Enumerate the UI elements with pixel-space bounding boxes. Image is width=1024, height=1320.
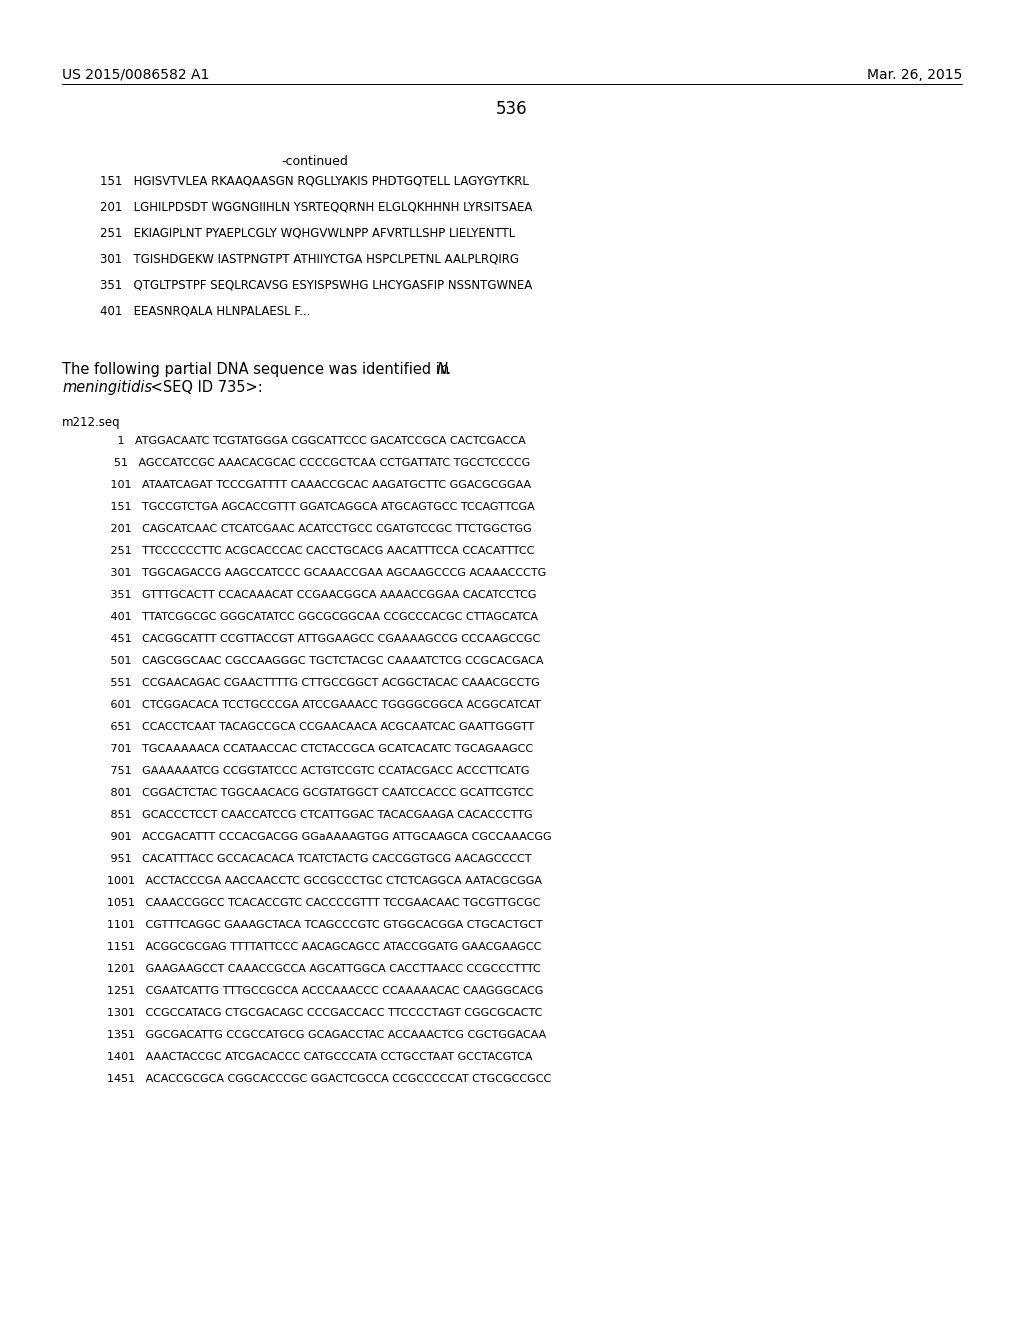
Text: 401   TTATCGGCGC GGGCATATCC GGCGCGGCAA CCGCCCACGC CTTAGCATCA: 401 TTATCGGCGC GGGCATATCC GGCGCGGCAA CCG… [100,612,538,622]
Text: 536: 536 [497,100,527,117]
Text: 51   AGCCATCCGC AAACACGCAC CCCCGCTCAA CCTGATTATC TGCCTCCCCG: 51 AGCCATCCGC AAACACGCAC CCCCGCTCAA CCTG… [100,458,530,469]
Text: Mar. 26, 2015: Mar. 26, 2015 [866,69,962,82]
Text: 401   EEASNRQALA HLNPALAESL F...: 401 EEASNRQALA HLNPALAESL F... [100,304,310,317]
Text: 701   TGCAAAAACA CCATAACCAC CTCTACCGCA GCATCACATC TGCAGAAGCC: 701 TGCAAAAACA CCATAACCAC CTCTACCGCA GCA… [100,744,534,754]
Text: 551   CCGAACAGAC CGAACTTTTG CTTGCCGGCT ACGGCTACAC CAAACGCCTG: 551 CCGAACAGAC CGAACTTTTG CTTGCCGGCT ACG… [100,678,540,688]
Text: m212.seq: m212.seq [62,416,121,429]
Text: 901   ACCGACATTT CCCACGACGG GGaAAAAGTGG ATTGCAAGCA CGCCAAACGG: 901 ACCGACATTT CCCACGACGG GGaAAAAGTGG AT… [100,832,552,842]
Text: 251   TTCCCCCCTTC ACGCACCCAC CACCTGCACG AACATTTCCA CCACATTTCC: 251 TTCCCCCCTTC ACGCACCCAC CACCTGCACG AA… [100,546,535,556]
Text: 1251   CGAATCATTG TTTGCCGCCA ACCCAAACCC CCAAAAACAC CAAGGGCACG: 1251 CGAATCATTG TTTGCCGCCA ACCCAAACCC CC… [100,986,544,997]
Text: 1   ATGGACAATC TCGTATGGGA CGGCATTCCC GACATCCGCA CACTCGACCA: 1 ATGGACAATC TCGTATGGGA CGGCATTCCC GACAT… [100,436,525,446]
Text: 1151   ACGGCGCGAG TTTTATTCCC AACAGCAGCC ATACCGGATG GAACGAAGCC: 1151 ACGGCGCGAG TTTTATTCCC AACAGCAGCC AT… [100,942,542,952]
Text: -continued: -continued [282,154,348,168]
Text: 751   GAAAAAATCG CCGGTATCCC ACTGTCCGTC CCATACGACC ACCCTTCATG: 751 GAAAAAATCG CCGGTATCCC ACTGTCCGTC CCA… [100,766,529,776]
Text: 251   EKIAGIPLNT PYAEPLCGLY WQHGVWLNPP AFVRTLLSHP LIELYENTTL: 251 EKIAGIPLNT PYAEPLCGLY WQHGVWLNPP AFV… [100,226,515,239]
Text: 151   TGCCGTCTGA AGCACCGTTT GGATCAGGCA ATGCAGTGCC TCCAGTTCGA: 151 TGCCGTCTGA AGCACCGTTT GGATCAGGCA ATG… [100,502,535,512]
Text: US 2015/0086582 A1: US 2015/0086582 A1 [62,69,209,82]
Text: meningitidis: meningitidis [62,380,153,395]
Text: 801   CGGACTCTAC TGGCAACACG GCGTATGGCT CAATCCACCC GCATTCGTCC: 801 CGGACTCTAC TGGCAACACG GCGTATGGCT CAA… [100,788,534,799]
Text: 1001   ACCTACCCGA AACCAACCTC GCCGCCCTGC CTCTCAGGCA AATACGCGGA: 1001 ACCTACCCGA AACCAACCTC GCCGCCCTGC CT… [100,876,542,886]
Text: 601   CTCGGACACA TCCTGCCCGA ATCCGAAACC TGGGGCGGCA ACGGCATCAT: 601 CTCGGACACA TCCTGCCCGA ATCCGAAACC TGG… [100,700,541,710]
Text: 501   CAGCGGCAAC CGCCAAGGGC TGCTCTACGC CAAAATCTCG CCGCACGACA: 501 CAGCGGCAAC CGCCAAGGGC TGCTCTACGC CAA… [100,656,544,667]
Text: The following partial DNA sequence was identified in: The following partial DNA sequence was i… [62,362,454,378]
Text: 151   HGISVTVLEA RKAAQAASGN RQGLLYAKIS PHDTGQTELL LAGYGYTKRL: 151 HGISVTVLEA RKAAQAASGN RQGLLYAKIS PHD… [100,174,528,187]
Text: 351   QTGLTPSTPF SEQLRCAVSG ESYISPSWHG LHCYGASFIP NSSNTGWNEA: 351 QTGLTPSTPF SEQLRCAVSG ESYISPSWHG LHC… [100,279,532,290]
Text: 1301   CCGCCATACG CTGCGACAGC CCCGACCACC TTCCCCТAGT CGGCGCACTC: 1301 CCGCCATACG CTGCGACAGC CCCGACCACC TT… [100,1008,543,1018]
Text: 1201   GAAGAAGCCT CAAACCGCCA AGCATTGGCA CACCTTAACC CCGCCCTTTC: 1201 GAAGAAGCCT CAAACCGCCA AGCATTGGCA CA… [100,964,541,974]
Text: <SEQ ID 735>:: <SEQ ID 735>: [146,380,263,395]
Text: 651   CCACCTCAAT TACAGCCGCA CCGAACAACA ACGCAATCAC GAATTGGGTT: 651 CCACCTCAAT TACAGCCGCA CCGAACAACA ACG… [100,722,535,733]
Text: N.: N. [437,362,453,378]
Text: 1351   GGCGACATTG CCGCCATGCG GCAGACCTAC ACCAAACTCG CGCTGGACAA: 1351 GGCGACATTG CCGCCATGCG GCAGACCTAC AC… [100,1030,546,1040]
Text: 1101   CGTTTCAGGC GAAAGCTACA TCAGCCCGTC GTGGCACGGA CTGCACTGCT: 1101 CGTTTCAGGC GAAAGCTACA TCAGCCCGTC GT… [100,920,543,931]
Text: 451   CACGGCATTT CCGTTACCGT ATTGGAAGCC CGAAAAGCCG CCCAAGCCGC: 451 CACGGCATTT CCGTTACCGT ATTGGAAGCC CGA… [100,634,541,644]
Text: 1401   AAACTACCGC ATCGACACCC CATGCCCATA CCTGCCTAAT GCCTACGTCA: 1401 AAACTACCGC ATCGACACCC CATGCCCATA CC… [100,1052,532,1063]
Text: 201   CAGCATCAAC CTCATCGAAC ACATCCTGCC CGATGTCCGC TTCTGGCTGG: 201 CAGCATCAAC CTCATCGAAC ACATCCTGCC CGA… [100,524,531,535]
Text: 1051   CAAACCGGCC TCACACCGTC CACCCCGTTT TCCGAACAAC TGCGTTGCGC: 1051 CAAACCGGCC TCACACCGTC CACCCCGTTT TC… [100,898,541,908]
Text: 851   GCACCCTCCT CAACCATCCG CTCATTGGAC TACACGAAGA CACACCCTTG: 851 GCACCCTCCT CAACCATCCG CTCATTGGAC TAC… [100,810,532,820]
Text: 301   TGGCAGACCG AAGCCATCCC GCAAACCGAA AGCAAGCCCG ACAAACCCTG: 301 TGGCAGACCG AAGCCATCCC GCAAACCGAA AGC… [100,568,546,578]
Text: 101   ATAATCAGAT TCCCGATTTT CAAACCGCAC AAGATGCTTC GGACGCGGAA: 101 ATAATCAGAT TCCCGATTTT CAAACCGCAC AAG… [100,480,531,490]
Text: 201   LGHILPDSDT WGGNGIIHLN YSRTEQQRNH ELGLQKHHNH LYRSITSAEA: 201 LGHILPDSDT WGGNGIIHLN YSRTEQQRNH ELG… [100,201,532,213]
Text: 951   CACATTTACC GCCACACACA TCATCTACTG CACCGGTGCG AACAGCCCCT: 951 CACATTTACC GCCACACACA TCATCTACTG CAC… [100,854,531,865]
Text: 1451   ACACCGCGCA CGGCACCCGC GGACTCGCCA CCGCCCCCAT CTGCGCCGCC: 1451 ACACCGCGCA CGGCACCCGC GGACTCGCCA CC… [100,1074,551,1084]
Text: 301   TGISHDGEKW IASTPNGTPT ATHIIYCTGA HSPCLPETNL AALPLRQIRG: 301 TGISHDGEKW IASTPNGTPT ATHIIYCTGA HSP… [100,252,519,265]
Text: 351   GTTTGCACTT CCACAAACAT CCGAACGGCA AAAACCGGAA CACATCCTCG: 351 GTTTGCACTT CCACAAACAT CCGAACGGCA AAA… [100,590,537,601]
